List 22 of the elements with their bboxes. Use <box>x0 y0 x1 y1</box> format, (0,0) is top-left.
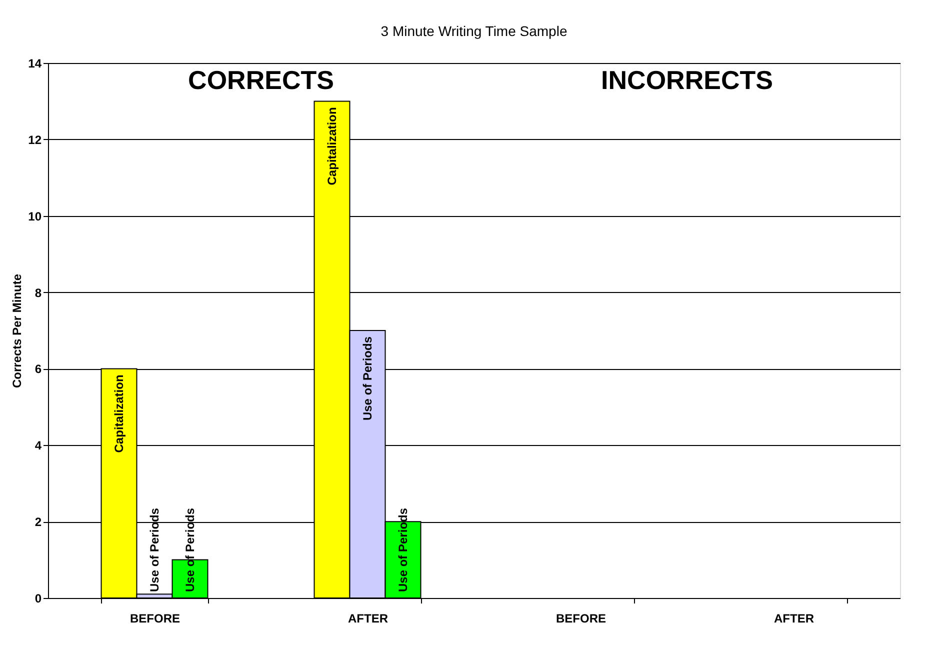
text: Capitalization <box>325 107 339 186</box>
y-tick-label: 12 <box>28 132 42 147</box>
x-tick-label: BEFORE <box>130 612 180 626</box>
text: Use of Periods <box>183 508 197 592</box>
text: Use of Periods <box>360 336 374 421</box>
annotation: INCORRECTS <box>601 65 773 95</box>
y-tick-label: 10 <box>28 209 42 224</box>
x-tick-label: AFTER <box>774 612 814 626</box>
y-tick-label: 2 <box>34 515 42 530</box>
y-tick-label: 0 <box>34 592 42 606</box>
text: Use of Periods <box>396 508 410 592</box>
y-tick-label: 4 <box>34 438 42 453</box>
x-tick-label: BEFORE <box>556 612 606 626</box>
y-tick-label: 6 <box>34 362 42 376</box>
text: Use of Periods <box>148 508 162 592</box>
chart-title: 3 Minute Writing Time Sample <box>380 23 568 39</box>
series-label: Capitalization <box>112 374 126 453</box>
y-tick-label: 8 <box>34 286 42 300</box>
y-axis-title: Corrects Per Minute <box>10 274 24 388</box>
x-tick-label: AFTER <box>348 612 388 626</box>
y-tick-label: 14 <box>28 56 42 70</box>
annotation: CORRECTS <box>188 65 334 95</box>
